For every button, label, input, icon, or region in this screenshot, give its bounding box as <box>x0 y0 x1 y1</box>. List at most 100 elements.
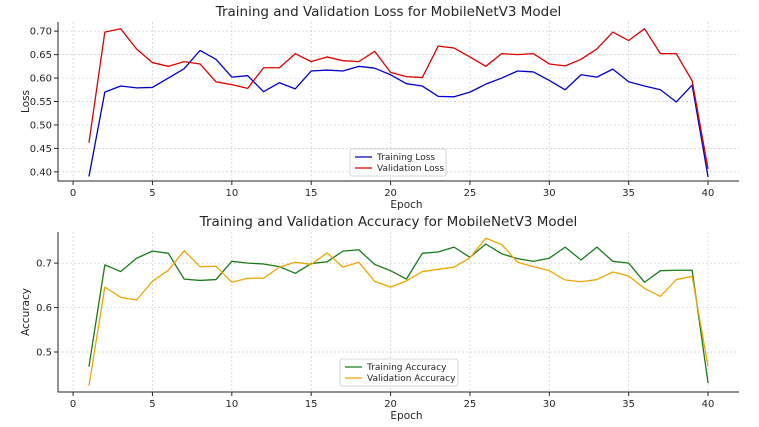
loss-point-validation-loss <box>310 60 313 63</box>
loss-point-training-loss <box>627 80 630 83</box>
loss-y-tick-label: 0.55 <box>30 97 52 108</box>
acc-chart-title: Training and Validation Accuracy for Mob… <box>199 214 578 230</box>
acc-point-training-accuracy <box>119 270 122 273</box>
loss-point-validation-loss <box>183 60 186 63</box>
loss-point-validation-loss <box>596 48 599 51</box>
acc-point-validation-accuracy <box>357 261 360 264</box>
acc-point-validation-accuracy <box>707 365 710 368</box>
loss-point-validation-loss <box>659 52 662 55</box>
acc-point-training-accuracy <box>183 278 186 281</box>
loss-point-validation-loss <box>627 39 630 42</box>
acc-point-validation-accuracy <box>215 265 218 268</box>
acc-point-training-accuracy <box>484 243 487 246</box>
acc-point-validation-accuracy <box>405 279 408 282</box>
loss-point-validation-loss <box>294 52 297 55</box>
acc-point-training-accuracy <box>167 252 170 255</box>
acc-point-training-accuracy <box>659 269 662 272</box>
acc-legend-label: Validation Accuracy <box>367 374 456 384</box>
loss-point-validation-loss <box>326 56 329 59</box>
loss-point-validation-loss <box>437 45 440 48</box>
loss-point-validation-loss <box>548 63 551 66</box>
loss-chart-title: Training and Validation Loss for MobileN… <box>215 4 562 20</box>
loss-point-training-loss <box>167 77 170 80</box>
loss-point-validation-loss <box>469 56 472 59</box>
acc-point-validation-accuracy <box>246 277 249 280</box>
acc-point-validation-accuracy <box>659 295 662 298</box>
loss-point-training-loss <box>326 69 329 72</box>
loss-point-training-loss <box>469 91 472 94</box>
acc-point-training-accuracy <box>373 263 376 266</box>
acc-series-line-training-accuracy <box>88 243 709 384</box>
loss-legend-box <box>349 148 447 177</box>
acc-point-validation-accuracy <box>342 266 345 269</box>
loss-point-validation-loss <box>199 63 202 66</box>
loss-legend-label: Validation Loss <box>377 164 444 174</box>
acc-point-training-accuracy <box>326 260 329 263</box>
loss-x-tick-label: 5 <box>149 188 155 199</box>
loss-point-validation-loss <box>246 87 249 90</box>
acc-point-training-accuracy <box>707 382 710 385</box>
acc-point-training-accuracy <box>294 272 297 275</box>
acc-point-training-accuracy <box>103 263 106 266</box>
acc-point-validation-accuracy <box>151 280 154 283</box>
loss-point-training-loss <box>199 49 202 52</box>
loss-point-training-loss <box>119 85 122 88</box>
acc-point-training-accuracy <box>453 246 456 249</box>
loss-point-validation-loss <box>516 53 519 56</box>
loss-point-training-loss <box>215 58 218 61</box>
acc-series-line-validation-accuracy <box>88 237 709 386</box>
loss-point-validation-loss <box>389 71 392 74</box>
acc-point-training-accuracy <box>596 246 599 249</box>
acc-point-validation-accuracy <box>691 275 694 278</box>
loss-point-training-loss <box>421 85 424 88</box>
loss-x-tick-label: 25 <box>464 188 477 199</box>
acc-point-validation-accuracy <box>469 256 472 259</box>
acc-point-training-accuracy <box>215 278 218 281</box>
acc-x-tick-label: 5 <box>149 399 155 410</box>
loss-x-tick-label: 35 <box>622 188 635 199</box>
acc-point-training-accuracy <box>262 263 265 266</box>
loss-point-validation-loss <box>580 58 583 61</box>
loss-point-training-loss <box>611 68 614 71</box>
loss-point-training-loss <box>500 77 503 80</box>
acc-point-training-accuracy <box>88 365 91 368</box>
acc-point-training-accuracy <box>151 250 154 253</box>
acc-point-validation-accuracy <box>516 261 519 264</box>
loss-axes-spines <box>57 22 739 182</box>
acc-chart: 0 5 10 15 20 25 30 35 40 0.5 0.6 0.7 Training and Va… <box>20 214 739 422</box>
loss-point-training-loss <box>278 81 281 84</box>
loss-point-training-loss <box>103 91 106 94</box>
loss-x-tick-label: 30 <box>543 188 556 199</box>
loss-point-validation-loss <box>151 61 154 64</box>
loss-point-training-loss <box>453 95 456 98</box>
acc-legend-box <box>339 358 459 387</box>
acc-point-validation-accuracy <box>596 278 599 281</box>
acc-x-tick-label: 0 <box>70 399 76 410</box>
loss-point-training-loss <box>659 88 662 91</box>
acc-point-validation-accuracy <box>278 266 281 269</box>
loss-point-validation-loss <box>691 79 694 82</box>
acc-x-tick-label: 40 <box>702 399 715 410</box>
acc-point-training-accuracy <box>199 279 202 282</box>
loss-point-training-loss <box>342 70 345 73</box>
acc-point-training-accuracy <box>643 281 646 284</box>
loss-point-training-loss <box>357 65 360 68</box>
acc-point-validation-accuracy <box>548 269 551 272</box>
acc-point-validation-accuracy <box>88 384 91 387</box>
acc-point-training-accuracy <box>500 252 503 255</box>
acc-x-tick-label: 25 <box>464 399 477 410</box>
loss-point-training-loss <box>564 88 567 91</box>
acc-point-validation-accuracy <box>532 265 535 268</box>
loss-point-validation-loss <box>453 47 456 50</box>
acc-point-training-accuracy <box>389 269 392 272</box>
acc-point-training-accuracy <box>627 262 630 265</box>
loss-point-training-loss <box>484 83 487 86</box>
acc-point-validation-accuracy <box>310 263 313 266</box>
acc-point-validation-accuracy <box>373 280 376 283</box>
loss-x-tick-label: 0 <box>70 188 76 199</box>
loss-point-training-loss <box>183 67 186 70</box>
acc-point-training-accuracy <box>564 246 567 249</box>
loss-x-tick-label: 15 <box>305 188 318 199</box>
